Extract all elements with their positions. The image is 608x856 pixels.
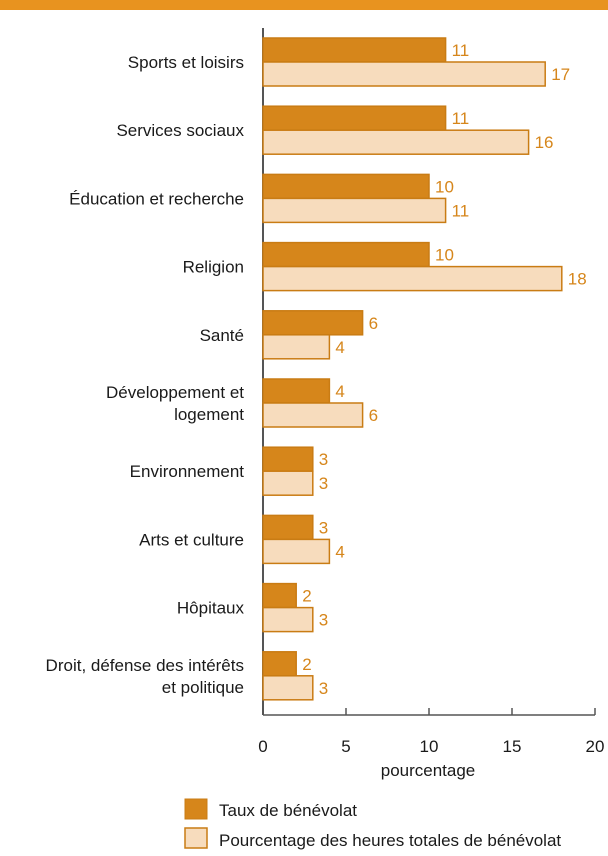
category-label-1: Services sociaux: [116, 121, 244, 140]
bar-rate-4: [262, 310, 364, 336]
bar-hours-6: [262, 470, 314, 496]
x-ticks: 0 5 10 15 20: [258, 708, 604, 756]
data-label-rate-8: 2: [302, 587, 311, 606]
bar-rate-1: [262, 105, 447, 131]
bar-rate-5: [262, 378, 331, 404]
bar-hours-7: [262, 538, 331, 565]
bar-hours-3: [262, 265, 563, 292]
x-axis-title: pourcentage: [381, 761, 476, 780]
bar-rate-0: [262, 37, 447, 63]
data-label-hours-6: 3: [319, 474, 328, 493]
legend-swatch-rate: [184, 798, 208, 820]
legend-swatch-hours: [184, 827, 208, 849]
legend: Taux de bénévolat Pourcentage des heures…: [184, 798, 561, 850]
category-label-7: Arts et culture: [139, 530, 244, 549]
category-label-6: Environnement: [130, 462, 245, 481]
data-label-rate-7: 3: [319, 518, 328, 537]
x-tick-label-3: 15: [503, 737, 522, 756]
category-label-0: Sports et loisirs: [128, 53, 244, 72]
bar-hours-2: [262, 197, 447, 224]
category-label-5: Développement et logement: [106, 383, 244, 424]
data-label-hours-0: 17: [551, 65, 570, 84]
bar-rate-9: [262, 651, 297, 677]
data-label-rate-5: 4: [335, 382, 344, 401]
bar-rate-7: [262, 514, 314, 541]
bar-rate-8: [262, 582, 297, 609]
data-label-rate-3: 10: [435, 246, 454, 265]
bar-rate-6: [262, 446, 314, 472]
bar-hours-1: [262, 129, 530, 155]
category-labels: Sports et loisirs Services sociaux Éducati…: [46, 53, 245, 697]
category-label-2: Éducation et recherche: [69, 189, 244, 208]
data-label-rate-2: 10: [435, 177, 454, 196]
x-tick-label-2: 10: [420, 737, 439, 756]
legend-label-rate: Taux de bénévolat: [219, 801, 357, 820]
data-label-hours-4: 4: [335, 338, 344, 357]
top-rule: [0, 0, 608, 10]
category-label-9: Droit, défense des intérêts et politique: [46, 656, 244, 697]
data-label-rate-4: 6: [369, 314, 378, 333]
x-tick-label-4: 20: [586, 737, 605, 756]
data-label-hours-9: 3: [319, 679, 328, 698]
data-label-rate-9: 2: [302, 655, 311, 674]
bar-rate-2: [262, 173, 430, 200]
data-label-rate-6: 3: [319, 450, 328, 469]
x-tick-label-0: 0: [258, 737, 267, 756]
data-label-hours-5: 6: [369, 406, 378, 425]
data-label-rate-1: 11: [452, 109, 470, 128]
data-label-hours-2: 11: [452, 201, 470, 220]
category-label-3: Religion: [183, 258, 244, 277]
category-label-8: Hôpitaux: [177, 599, 245, 618]
data-label-hours-3: 18: [568, 270, 587, 289]
category-label-4: Santé: [200, 326, 244, 345]
bar-hours-9: [262, 675, 314, 701]
x-tick-label-1: 5: [341, 737, 350, 756]
data-label-rate-0: 11: [452, 41, 470, 60]
bar-rate-3: [262, 241, 430, 268]
bar-hours-4: [262, 334, 331, 360]
data-label-hours-8: 3: [319, 611, 328, 630]
legend-label-hours: Pourcentage des heures totales de bénévo…: [219, 831, 561, 850]
bar-hours-5: [262, 402, 364, 428]
data-label-hours-7: 4: [335, 542, 344, 561]
bar-hours-8: [262, 606, 314, 633]
data-label-hours-1: 16: [535, 133, 554, 152]
bar-hours-0: [262, 61, 546, 87]
